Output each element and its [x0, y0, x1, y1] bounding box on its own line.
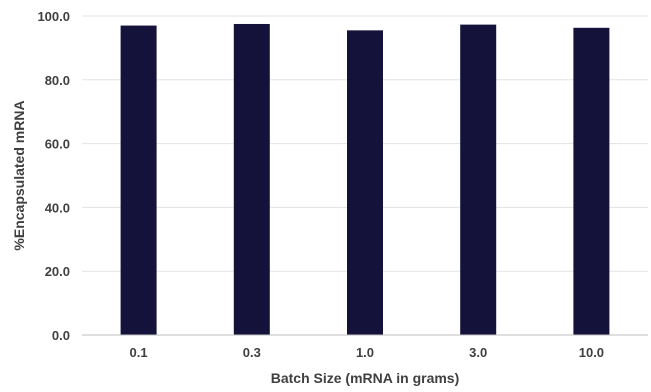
y-tick-label: 40.0: [45, 200, 70, 215]
y-tick-labels: 0.0 20.0 40.0 60.0 80.0 100.0: [37, 9, 70, 343]
y-tick-label: 20.0: [45, 264, 70, 279]
y-tick-label: 60.0: [45, 137, 70, 152]
bar: [460, 24, 497, 335]
x-tick-labels: 0.1 0.3 1.0 3.0 10.0: [130, 345, 604, 360]
bar: [573, 27, 610, 335]
x-tick-label: 0.3: [243, 345, 261, 360]
y-axis-label: %Encapsulated mRNA: [11, 100, 27, 250]
bar: [120, 25, 157, 335]
y-tick-label: 0.0: [52, 328, 70, 343]
x-tick-label: 1.0: [356, 345, 374, 360]
x-tick-label: 0.1: [130, 345, 148, 360]
x-tick-label: 3.0: [469, 345, 487, 360]
y-tick-label: 100.0: [37, 9, 70, 24]
bars: [120, 23, 610, 335]
bar: [233, 23, 270, 335]
y-tick-label: 80.0: [45, 73, 70, 88]
x-axis-label: Batch Size (mRNA in grams): [271, 370, 460, 386]
bar: [347, 30, 383, 335]
x-tick-label: 10.0: [579, 345, 604, 360]
